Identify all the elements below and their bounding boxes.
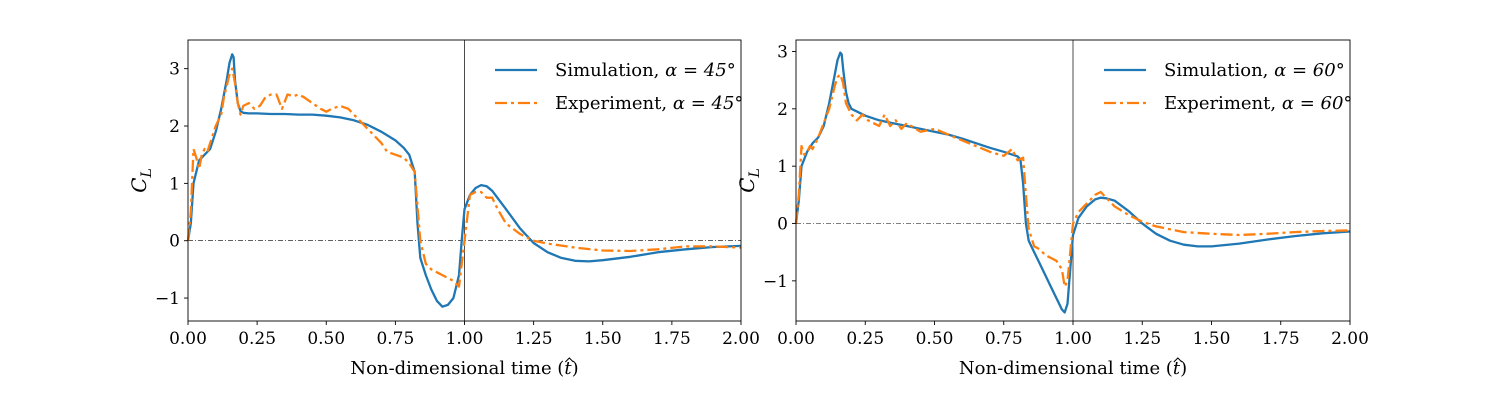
- y-axis-label-main: C: [735, 177, 759, 192]
- x-tick-label: 1.50: [584, 329, 622, 349]
- legend-label-angle: α = 45°: [673, 93, 744, 114]
- x-tick-label: 0.25: [846, 329, 884, 349]
- legend: Simulation, α = 45°Experiment, α = 45°: [495, 60, 743, 114]
- x-axis-label-symbol: t: [1173, 358, 1181, 379]
- y-tick-label: 2: [777, 100, 788, 120]
- y-axis-label-main: C: [127, 177, 151, 192]
- legend-label: Simulation, α = 45°: [555, 60, 736, 81]
- x-axis-label-close: ): [1180, 358, 1187, 379]
- x-tick-label: 0.75: [985, 329, 1023, 349]
- y-axis-label: CL: [127, 168, 155, 193]
- x-tick-label: 1.00: [446, 329, 484, 349]
- x-axis-label-text: Non-dimensional time (: [350, 358, 564, 379]
- series-line-experiment: [186, 67, 742, 288]
- legend-label-angle: α = 60°: [1282, 93, 1353, 114]
- x-tick-label: 0.50: [307, 329, 345, 349]
- x-tick-label: 1.75: [653, 329, 691, 349]
- x-tick-label: 1.25: [515, 329, 553, 349]
- legend-label: Experiment, α = 45°: [555, 93, 743, 114]
- y-axis-label: CL: [735, 168, 763, 193]
- x-tick-label: 0.75: [376, 329, 414, 349]
- legend: Simulation, α = 60°Experiment, α = 60°: [1104, 60, 1352, 114]
- y-tick-label: −1: [763, 272, 788, 292]
- legend-label: Experiment, α = 60°: [1164, 93, 1352, 114]
- x-axis-label: Non-dimensional time (t): [959, 358, 1187, 379]
- x-tick-label: 0.50: [916, 329, 954, 349]
- x-tick-label: 1.25: [1123, 329, 1161, 349]
- legend-label-name: Experiment,: [555, 93, 673, 114]
- y-axis-label-subscript: L: [747, 168, 763, 178]
- hat-accent: [564, 357, 574, 363]
- x-axis-label-close: ): [572, 358, 579, 379]
- x-axis-label: Non-dimensional time (t): [350, 358, 578, 379]
- series-line-experiment: [794, 73, 1351, 288]
- legend-label-name: Experiment,: [1164, 93, 1282, 114]
- x-axis-label-symbol: t: [564, 358, 572, 379]
- x-tick-label: 0.25: [238, 329, 276, 349]
- legend-label-angle: α = 45°: [665, 60, 736, 81]
- legend-label-name: Simulation,: [1164, 60, 1274, 81]
- x-tick-label: 2.00: [722, 329, 760, 349]
- series-line-simulation: [794, 51, 1351, 314]
- y-tick-label: 0: [777, 215, 788, 235]
- legend-label: Simulation, α = 60°: [1164, 60, 1345, 81]
- y-tick-label: 3: [777, 42, 788, 62]
- x-tick-label: 1.50: [1193, 329, 1231, 349]
- y-tick-label: 0: [169, 232, 180, 252]
- x-tick-label: 1.75: [1262, 329, 1300, 349]
- legend-label-name: Simulation,: [555, 60, 665, 81]
- x-tick-label: 2.00: [1331, 329, 1369, 349]
- x-tick-label: 0.00: [777, 329, 815, 349]
- chart-panel-1: 0.00 0.25 0.50 0.75 1.00 1.25 1.50 1.75 2.00 −1 0 1…: [127, 39, 760, 379]
- x-axis-label-text: Non-dimensional time (: [959, 358, 1173, 379]
- y-tick-label: 2: [169, 117, 180, 137]
- y-tick-label: 1: [777, 157, 788, 177]
- x-tick-label: 1.00: [1054, 329, 1092, 349]
- y-tick-label: 3: [169, 60, 180, 80]
- legend-label-angle: α = 60°: [1274, 60, 1345, 81]
- hat-accent: [1173, 357, 1183, 363]
- series-line-simulation: [186, 53, 742, 308]
- x-tick-label: 0.00: [169, 329, 207, 349]
- y-tick-label: −1: [155, 289, 180, 309]
- y-axis-label-subscript: L: [139, 168, 155, 178]
- chart-panel-2: 0.00 0.25 0.50 0.75 1.00 1.25 1.50 1.75 2.00 −1 0 1…: [735, 39, 1369, 379]
- y-tick-label: 1: [169, 174, 180, 194]
